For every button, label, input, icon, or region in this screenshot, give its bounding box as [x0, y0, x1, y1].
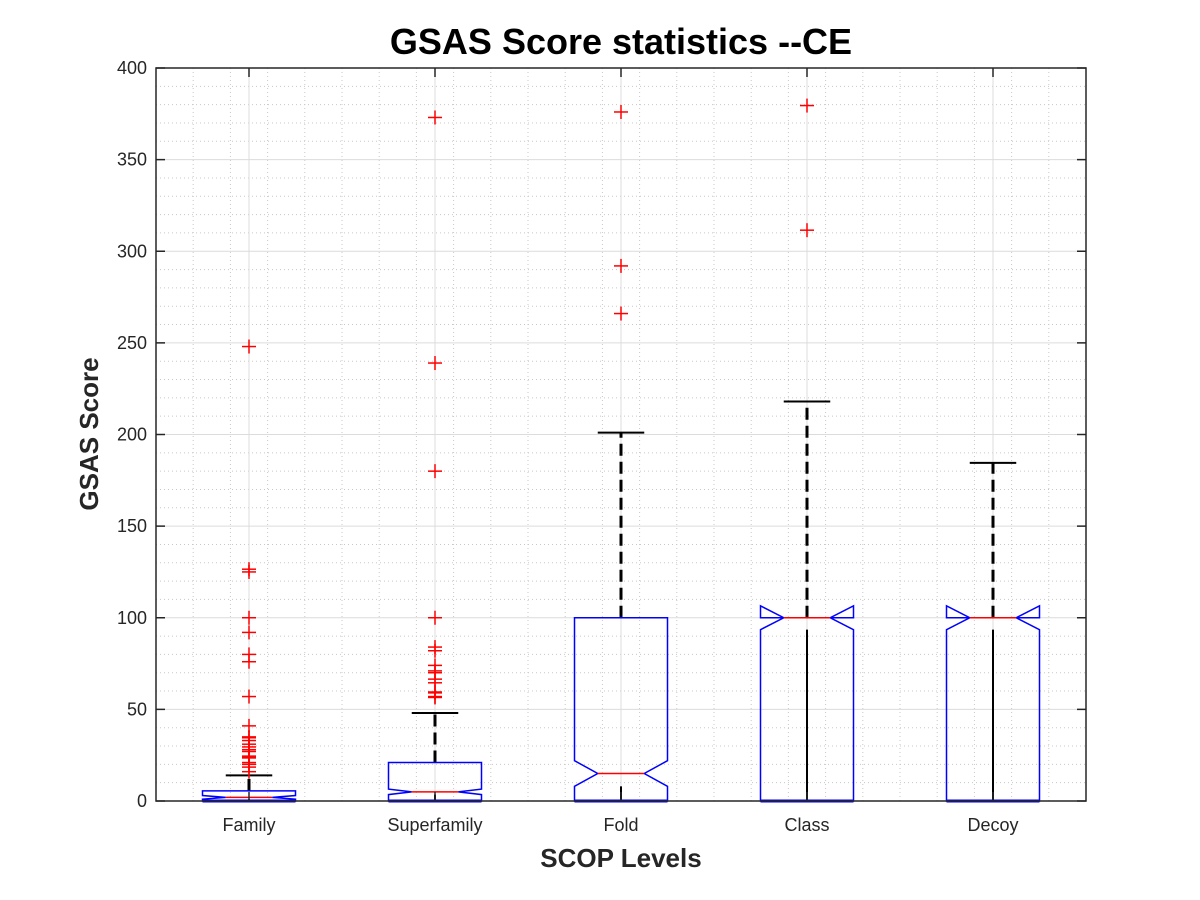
- outlier-point: [242, 625, 256, 640]
- y-tick-label: 50: [127, 699, 147, 719]
- y-tick-label: 350: [117, 150, 147, 170]
- outlier-point: [800, 223, 814, 238]
- outlier-point: [428, 610, 442, 625]
- y-tick-label: 0: [137, 791, 147, 811]
- box-decoy: [945, 461, 1041, 803]
- y-tick-label: 150: [117, 516, 147, 536]
- chart-title: GSAS Score statistics --CE: [390, 21, 852, 62]
- y-tick-label: 100: [117, 608, 147, 628]
- y-tick-label: 200: [117, 425, 147, 445]
- y-tick-label: 400: [117, 58, 147, 78]
- y-tick-label: 250: [117, 333, 147, 353]
- outlier-point: [614, 306, 628, 321]
- x-tick-label: Superfamily: [387, 815, 482, 835]
- notched-box: [573, 617, 669, 802]
- outlier-point: [800, 98, 814, 113]
- x-tick-labels: Family Superfamily Fold Class Decoy: [223, 815, 1019, 835]
- outlier-point: [242, 689, 256, 704]
- notched-box: [387, 761, 483, 802]
- outlier-point: [428, 658, 442, 673]
- notched-box: [945, 604, 1041, 802]
- outlier-point: [428, 640, 442, 655]
- outlier-point: [242, 610, 256, 625]
- y-axis-label: GSAS Score: [74, 357, 104, 510]
- boxes: [201, 98, 1041, 803]
- x-tick-label: Family: [223, 815, 276, 835]
- x-tick-label: Class: [784, 815, 829, 835]
- y-tick-label: 300: [117, 241, 147, 261]
- outlier-point: [242, 562, 256, 577]
- axes: [155, 67, 1087, 802]
- outlier-point: [242, 339, 256, 354]
- outlier-point: [614, 258, 628, 273]
- x-tick-label: Fold: [603, 815, 638, 835]
- outlier-point: [242, 718, 256, 733]
- outlier-point: [428, 464, 442, 479]
- outlier-point: [428, 110, 442, 125]
- outlier-point: [428, 356, 442, 371]
- notched-box: [759, 604, 855, 802]
- x-tick-label: Decoy: [967, 815, 1018, 835]
- x-axis-label: SCOP Levels: [540, 843, 701, 873]
- outlier-point: [242, 647, 256, 662]
- outlier-point: [614, 104, 628, 119]
- y-tick-labels: 0 50 100 150 200 250 300 350 400: [117, 58, 147, 811]
